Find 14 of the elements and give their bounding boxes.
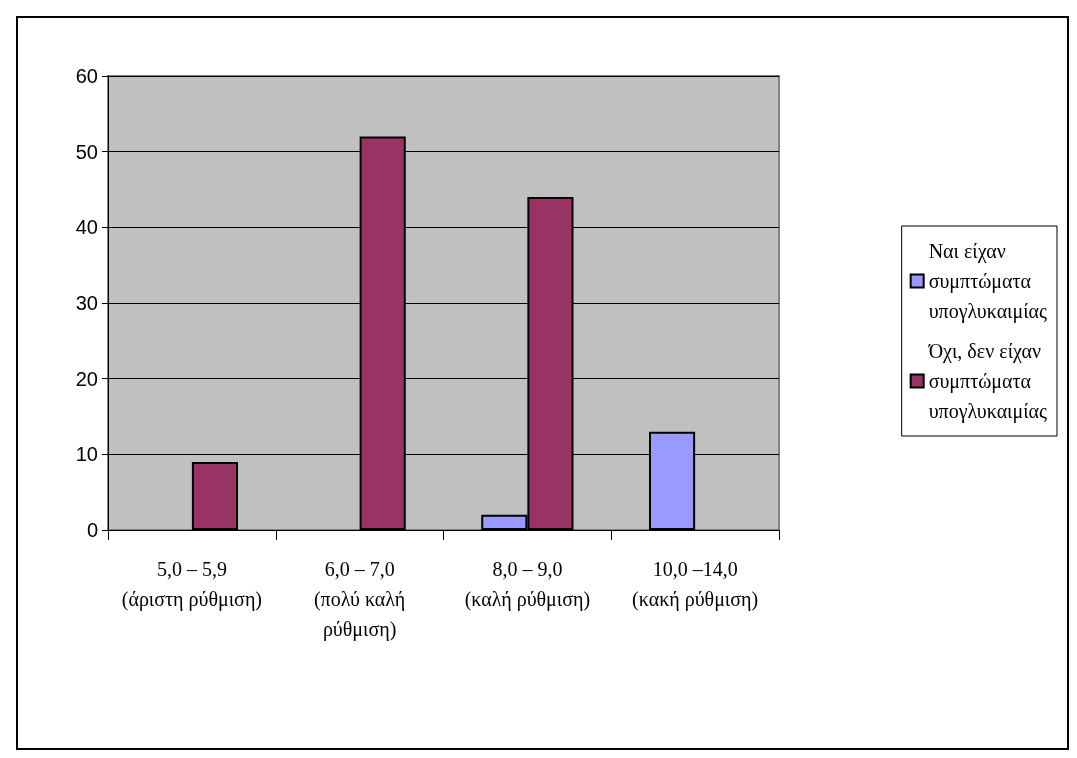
- y-tick-label: 10: [75, 443, 98, 466]
- bar: [191, 461, 239, 530]
- y-tick-label: 30: [75, 292, 98, 314]
- y-tick-label: 40: [75, 216, 98, 239]
- x-tick-label: 6,0 – 7,0 (πολύ καλή ρύθμιση): [313, 558, 406, 641]
- legend-label: Ναι είχαν συμπτώματα υπογλυκαιμίας: [928, 240, 1048, 323]
- y-tick-label: 0: [86, 519, 98, 541]
- legend-label: Όχι, δεν είχαν συμπτώματα υπογλυκαιμίας: [927, 340, 1048, 423]
- y-tick-label: 60: [75, 65, 98, 87]
- y-tick-label: 50: [75, 140, 98, 163]
- x-tick-label: 8,0 – 9,0 (καλή ρύθμιση): [464, 558, 591, 611]
- x-tick-label: 10,0 –14,0 (κακή ρύθμιση): [632, 558, 759, 611]
- y-tick-label: 20: [75, 367, 98, 390]
- x-tick-label: 5,0 – 5,9 (άριστη ρύθμιση): [121, 558, 262, 611]
